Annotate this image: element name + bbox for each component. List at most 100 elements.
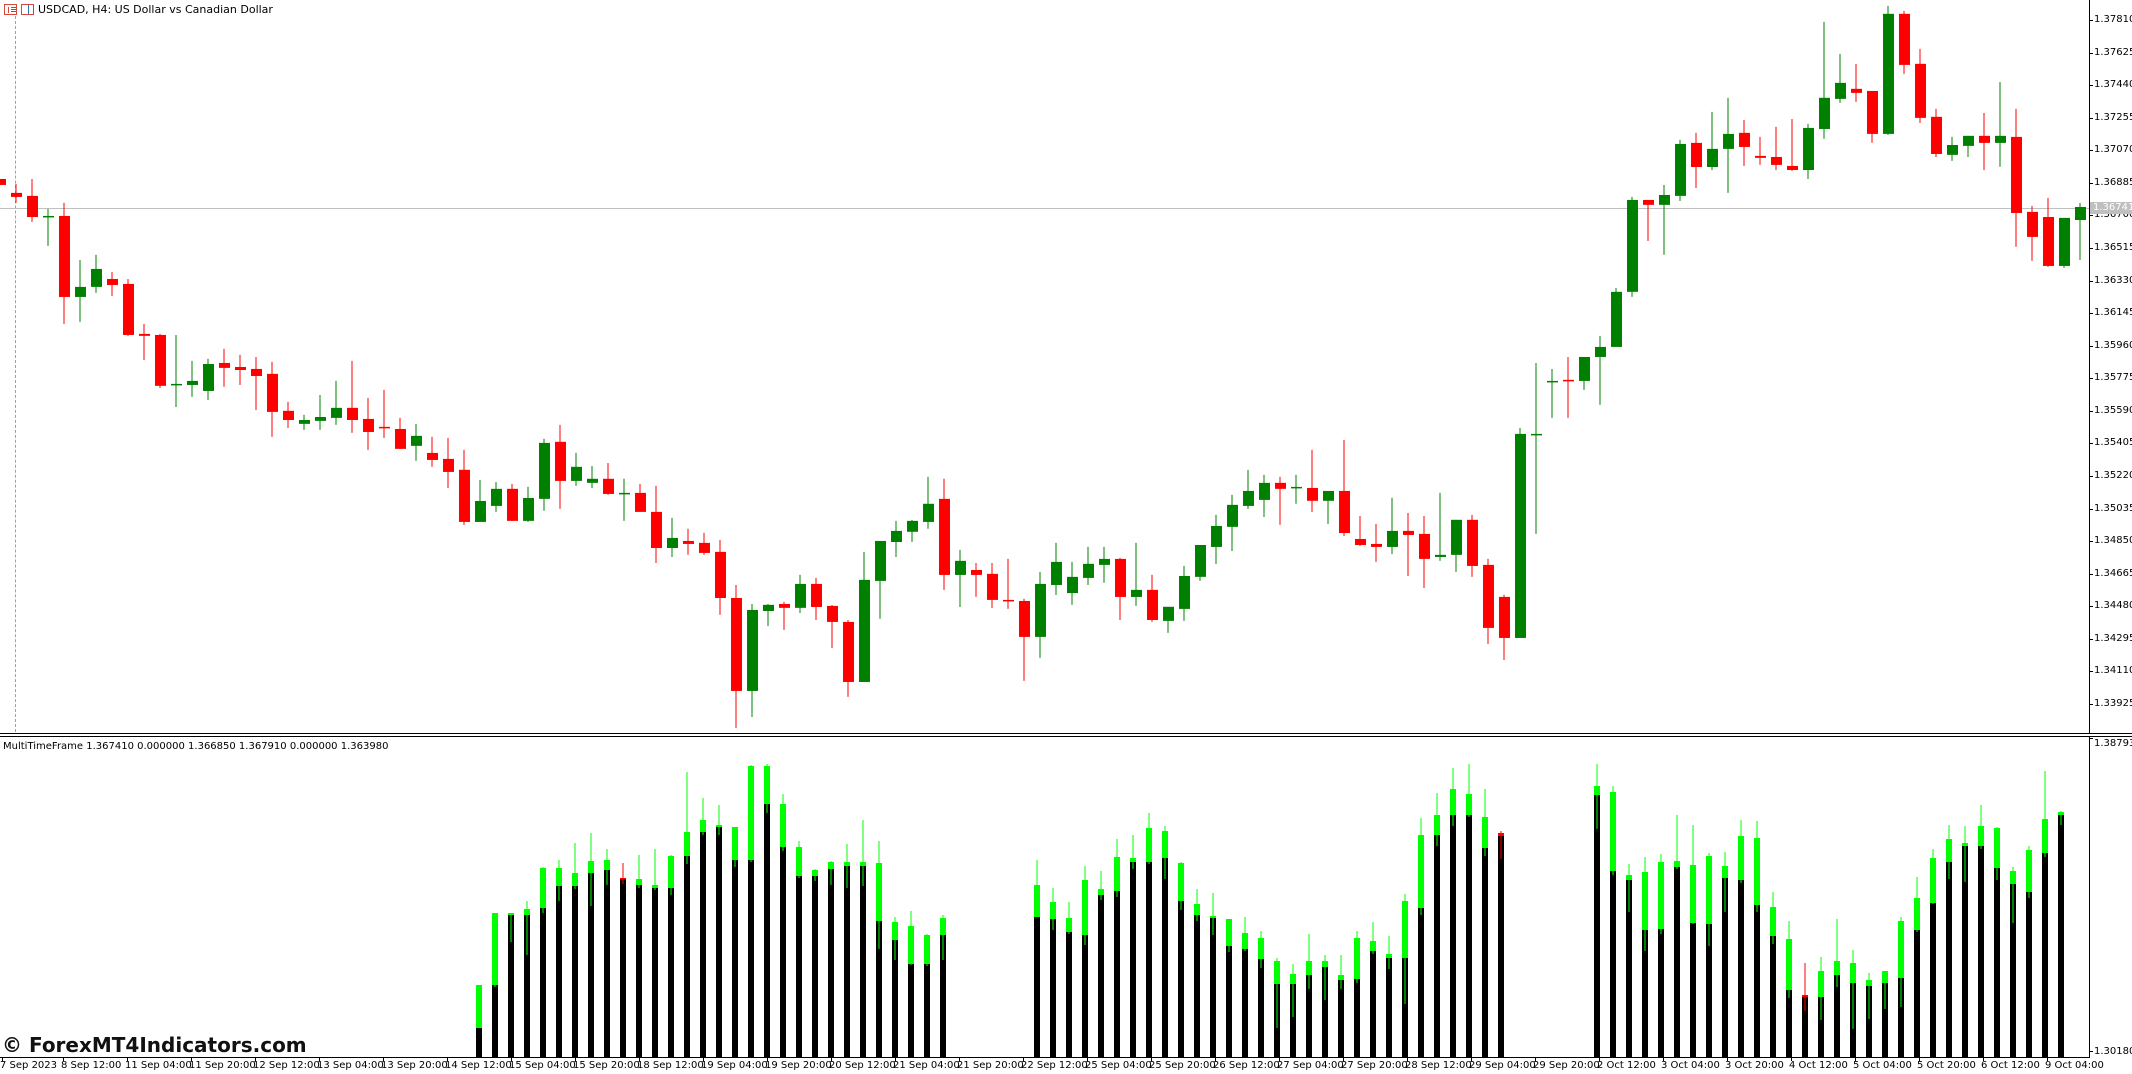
indicator-bar bbox=[1498, 831, 1504, 1057]
indicator-bar bbox=[1914, 877, 1920, 1057]
candle bbox=[699, 532, 710, 555]
candle bbox=[1243, 469, 1254, 509]
candle bbox=[1435, 492, 1446, 561]
indicator-bar bbox=[1930, 849, 1936, 1057]
time-axis-label: 15 Sep 20:00 bbox=[573, 1060, 640, 1071]
indicator-bar bbox=[1322, 955, 1328, 1057]
time-axis-label: 5 Oct 04:00 bbox=[1853, 1060, 1912, 1071]
candle bbox=[859, 551, 870, 682]
candle bbox=[203, 358, 214, 400]
indicator-bar bbox=[572, 843, 578, 1057]
indicator-bar bbox=[636, 855, 642, 1057]
time-axis-label: 11 Sep 20:00 bbox=[189, 1060, 256, 1071]
time-axis-tick bbox=[127, 1057, 128, 1061]
candle bbox=[75, 259, 86, 322]
price-axis-label: 1.36885 bbox=[2094, 176, 2132, 188]
price-axis-line bbox=[2089, 0, 2090, 733]
candle bbox=[939, 478, 950, 590]
candle bbox=[539, 438, 550, 511]
candle bbox=[187, 360, 198, 397]
candle bbox=[299, 414, 310, 430]
candle bbox=[1179, 565, 1190, 621]
candle bbox=[411, 423, 422, 461]
candle bbox=[395, 417, 406, 449]
indicator-bar bbox=[812, 869, 818, 1057]
indicator-bar bbox=[1610, 786, 1616, 1057]
time-axis-tick bbox=[1919, 1057, 1920, 1061]
indicator-bar bbox=[732, 827, 738, 1057]
indicator-bar bbox=[1226, 919, 1232, 1057]
candle bbox=[1659, 184, 1670, 255]
time-axis-label: 15 Sep 04:00 bbox=[509, 1060, 576, 1071]
indicator-bar bbox=[620, 863, 626, 1057]
candle bbox=[971, 562, 982, 597]
price-axis-label: 1.37810 bbox=[2094, 14, 2132, 25]
indicator-bar bbox=[1082, 866, 1088, 1057]
indicator-bar bbox=[1306, 934, 1312, 1057]
price-axis-tick bbox=[2089, 638, 2093, 640]
panel-separator-bottom[interactable] bbox=[0, 736, 2132, 737]
candle bbox=[843, 619, 854, 697]
time-axis-label: 28 Sep 12:00 bbox=[1405, 1060, 1472, 1071]
candle bbox=[1403, 512, 1414, 576]
time-axis-tick bbox=[511, 1057, 512, 1061]
indicator-bar bbox=[940, 915, 946, 1057]
candle bbox=[1915, 48, 1926, 123]
price-chart-area[interactable] bbox=[0, 0, 2089, 733]
time-axis-tick bbox=[1855, 1057, 1856, 1061]
time-axis-tick bbox=[255, 1057, 256, 1061]
indicator-bar bbox=[1434, 793, 1440, 1057]
time-axis-label: 29 Sep 04:00 bbox=[1469, 1060, 1536, 1071]
time-axis-label: 29 Sep 20:00 bbox=[1533, 1060, 1600, 1071]
indicator-bar bbox=[2010, 867, 2016, 1057]
time-axis-tick bbox=[2, 1057, 3, 1061]
indicator-bar bbox=[1482, 789, 1488, 1057]
period-separator-line bbox=[15, 16, 16, 732]
time-axis-line bbox=[0, 1057, 2090, 1058]
candle bbox=[1771, 126, 1782, 170]
time-axis-label: 25 Sep 04:00 bbox=[1085, 1060, 1152, 1071]
candle bbox=[987, 562, 998, 608]
candle bbox=[555, 424, 566, 509]
indicator-bar bbox=[1450, 768, 1456, 1057]
indicator-bar bbox=[1290, 964, 1296, 1057]
candle bbox=[1451, 519, 1462, 572]
price-axis-label: 1.36330 bbox=[2094, 274, 2132, 286]
candle bbox=[1755, 136, 1766, 165]
candle bbox=[1947, 136, 1958, 161]
indicator-bar bbox=[604, 849, 610, 1057]
candle bbox=[2011, 108, 2022, 247]
price-axis-label: 1.37625 bbox=[2094, 46, 2132, 58]
price-axis-label: 1.35220 bbox=[2094, 469, 2132, 481]
time-axis-label: 26 Sep 12:00 bbox=[1213, 1060, 1280, 1071]
time-axis-tick bbox=[383, 1057, 384, 1061]
candle bbox=[155, 333, 166, 388]
indicator-bar bbox=[2026, 846, 2032, 1057]
candle bbox=[267, 361, 278, 437]
indicator-bar bbox=[476, 985, 482, 1057]
candle bbox=[107, 271, 118, 296]
price-axis-tick bbox=[2089, 20, 2093, 21]
indicator-bar bbox=[1098, 871, 1104, 1057]
indicator-bar bbox=[524, 901, 530, 1057]
candle bbox=[1067, 561, 1078, 605]
candle bbox=[459, 449, 470, 525]
indicator-bar bbox=[1274, 958, 1280, 1057]
chart-list-icon[interactable] bbox=[4, 3, 17, 15]
candle bbox=[171, 334, 182, 407]
candle bbox=[1227, 494, 1238, 551]
indicator-bar bbox=[1722, 852, 1728, 1057]
candle bbox=[475, 479, 486, 522]
indicator-bar bbox=[1258, 931, 1264, 1057]
indicator-bar bbox=[1754, 821, 1760, 1057]
price-axis-label: 1.37255 bbox=[2094, 111, 2132, 123]
indicator-bar bbox=[1626, 864, 1632, 1057]
indicator-bar bbox=[1066, 902, 1072, 1057]
candle bbox=[491, 481, 502, 512]
candle bbox=[1787, 118, 1798, 171]
time-axis-label: 11 Sep 04:00 bbox=[125, 1060, 192, 1071]
indicator-bar bbox=[1834, 919, 1840, 1057]
panel-separator-top[interactable] bbox=[0, 733, 2132, 734]
chart-window-icon[interactable] bbox=[21, 3, 34, 15]
